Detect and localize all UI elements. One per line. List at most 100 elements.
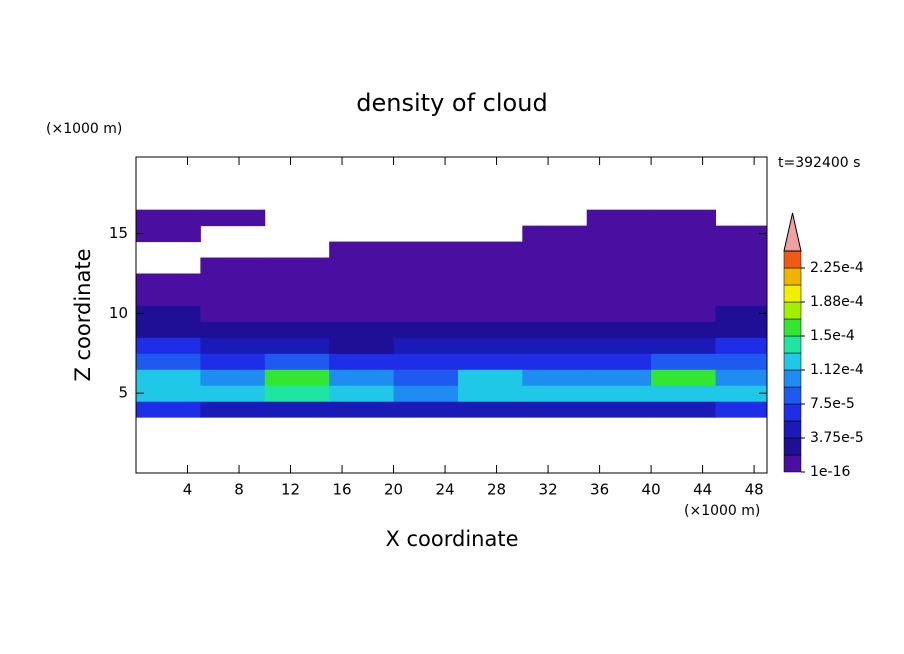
contour-cell bbox=[393, 241, 459, 259]
contour-cell bbox=[586, 257, 652, 275]
contour-cell bbox=[522, 369, 588, 386]
contour-cell bbox=[522, 257, 588, 275]
contour-cell bbox=[651, 257, 716, 275]
contour-cell bbox=[393, 273, 459, 290]
contour-cell bbox=[264, 369, 330, 386]
colorbar-tick-label: 2.25e-4 bbox=[810, 260, 864, 276]
colorbar-band bbox=[783, 318, 802, 337]
contour-cell bbox=[651, 289, 716, 306]
contour-cell bbox=[522, 241, 588, 259]
x-tick-label: 40 bbox=[642, 481, 661, 499]
contour-cell bbox=[522, 305, 588, 322]
contour-cell bbox=[586, 273, 652, 290]
time-annotation: t=392400 s bbox=[778, 155, 860, 171]
contour-cell bbox=[715, 401, 768, 418]
colorbar-band bbox=[783, 352, 802, 371]
contour-cell bbox=[457, 273, 523, 290]
colorbar-band bbox=[783, 267, 802, 286]
y-tick-label: 10 bbox=[109, 304, 128, 322]
contour-cell bbox=[651, 273, 716, 290]
contour-cell bbox=[200, 257, 266, 275]
colorbar-band bbox=[783, 403, 802, 422]
contour-cell bbox=[393, 321, 459, 338]
contour-cell bbox=[393, 369, 459, 386]
contour-cell bbox=[393, 353, 459, 370]
contour-cell bbox=[264, 289, 330, 306]
contour-cell bbox=[457, 289, 523, 306]
contour-cell bbox=[264, 257, 330, 275]
contour-cell bbox=[651, 337, 716, 354]
contour-cell bbox=[522, 273, 588, 290]
contour-cell bbox=[651, 401, 716, 418]
contour-cell bbox=[329, 369, 395, 386]
contour-cell bbox=[651, 353, 716, 370]
colorbar-tick-label: 1.88e-4 bbox=[810, 294, 864, 310]
x-tick-label: 24 bbox=[436, 481, 455, 499]
contour-cell bbox=[136, 305, 201, 322]
contour-cell bbox=[651, 321, 716, 338]
colorbar-tick-label: 1e-16 bbox=[810, 464, 850, 480]
contour-cell bbox=[715, 289, 768, 306]
contour-cell bbox=[329, 321, 395, 338]
colorbar-band bbox=[783, 369, 802, 388]
contour-cell bbox=[522, 289, 588, 306]
x-tick-label: 28 bbox=[487, 481, 506, 499]
contour-cell bbox=[329, 305, 395, 322]
contour-cell bbox=[393, 385, 459, 402]
colorbar-band bbox=[783, 386, 802, 405]
plot-frame bbox=[135, 156, 768, 474]
contour-cell bbox=[200, 289, 266, 306]
contour-cell bbox=[457, 385, 523, 402]
contour-cell bbox=[715, 273, 768, 290]
contour-cell bbox=[715, 337, 768, 354]
contour-cell bbox=[715, 257, 768, 275]
contour-cell bbox=[329, 337, 395, 354]
chart-title: density of cloud bbox=[356, 89, 547, 117]
x-unit: (×1000 m) bbox=[684, 503, 760, 519]
contour-cell bbox=[715, 385, 768, 402]
contour-cell bbox=[586, 385, 652, 402]
contour-cell bbox=[200, 273, 266, 290]
contour-cell bbox=[457, 257, 523, 275]
contour-cell bbox=[457, 305, 523, 322]
contour-cell bbox=[457, 369, 523, 386]
colorbar-tick-label: 1.12e-4 bbox=[810, 362, 864, 378]
contour-cell bbox=[651, 241, 716, 259]
contour-cell bbox=[651, 385, 716, 402]
contour-cell bbox=[586, 241, 652, 259]
contour-cell bbox=[393, 401, 459, 418]
contour-cell bbox=[200, 353, 266, 370]
contour-cell bbox=[586, 305, 652, 322]
x-tick-label: 4 bbox=[183, 481, 193, 499]
contour-cell bbox=[586, 353, 652, 370]
contour-cell bbox=[522, 321, 588, 338]
x-tick-label: 8 bbox=[234, 481, 244, 499]
contour-cell bbox=[329, 257, 395, 275]
contour-cell bbox=[393, 337, 459, 354]
contour-cell bbox=[586, 321, 652, 338]
contour-cell bbox=[200, 369, 266, 386]
contour-cell bbox=[136, 209, 201, 227]
contour-cell bbox=[264, 305, 330, 322]
x-axis-label: X coordinate bbox=[385, 527, 518, 551]
contour-cell bbox=[715, 305, 768, 322]
contour-cell bbox=[586, 225, 652, 243]
colorbar-band bbox=[783, 454, 802, 473]
contour-cell bbox=[136, 289, 201, 306]
contour-cell bbox=[522, 337, 588, 354]
contour-cell bbox=[200, 321, 266, 338]
contour-cell bbox=[136, 225, 201, 243]
contour-cell bbox=[329, 385, 395, 402]
contour-cell bbox=[651, 369, 716, 386]
colorbar-band bbox=[783, 420, 802, 439]
contour-cell bbox=[586, 369, 652, 386]
contour-cell bbox=[264, 385, 330, 402]
colorbar-band bbox=[783, 250, 802, 269]
contour-cell bbox=[136, 385, 201, 402]
contour-cell bbox=[136, 337, 201, 354]
contour-cell bbox=[522, 385, 588, 402]
contour-cell bbox=[264, 273, 330, 290]
contour-cell bbox=[522, 225, 588, 243]
x-tick-label: 48 bbox=[745, 481, 764, 499]
